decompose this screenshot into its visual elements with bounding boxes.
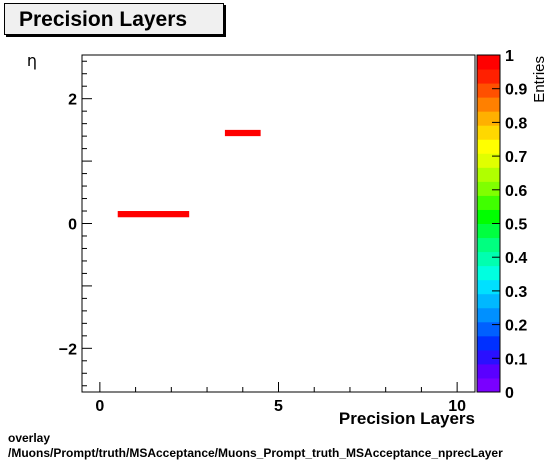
- colorbar-bin: [477, 265, 500, 281]
- plot-frame: [81, 54, 476, 393]
- y-axis-label: η: [27, 51, 37, 70]
- colorbar-bin: [477, 251, 500, 267]
- colorbar-bin: [477, 279, 500, 295]
- colorbar-label: Entries: [531, 56, 546, 103]
- colorbar-bin: [477, 167, 500, 182]
- colorbar-tick-label: 0.4: [505, 250, 527, 267]
- colorbar-bin: [477, 321, 500, 337]
- colorbar-bin: [477, 111, 500, 126]
- colorbar-bin: [477, 139, 500, 154]
- colorbar-tick-label: 1: [505, 48, 514, 65]
- colorbar-tick-label: 0.1: [505, 351, 527, 368]
- colorbar-bin: [477, 349, 500, 365]
- footer-histogram-path: /Muons/Prompt/truth/MSAcceptance/Muons_P…: [8, 446, 503, 460]
- chart-title-box: Precision Layers: [4, 3, 224, 35]
- y-tick-label: 2: [68, 92, 77, 109]
- colorbar-tick-label: 0.2: [505, 318, 527, 335]
- colorbar-tick-label: 0.7: [505, 149, 527, 166]
- x-tick-label: 5: [274, 398, 283, 415]
- colorbar-bin: [477, 335, 500, 351]
- colorbar-bin: [477, 377, 500, 393]
- colorbar-bin: [477, 363, 500, 379]
- colorbar-bin: [477, 153, 500, 168]
- colorbar-bin: [477, 237, 500, 253]
- colorbar-bin: [477, 83, 500, 98]
- colorbar-bin: [477, 223, 500, 239]
- y-tick-label: −2: [59, 341, 77, 358]
- x-tick-label: 10: [448, 398, 466, 415]
- colorbar-tick-label: 0.6: [505, 183, 527, 200]
- colorbar-bin: [477, 307, 500, 323]
- colorbar-bin: [477, 209, 500, 224]
- y-tick-label: 0: [68, 217, 77, 234]
- colorbar-bin: [477, 293, 500, 309]
- x-axis-label: Precision Layers: [339, 409, 475, 428]
- colorbar-bin: [477, 69, 500, 84]
- x-tick-label: 0: [95, 398, 104, 415]
- heatmap-cell-0: [117, 211, 190, 218]
- heatmap-cell-1: [224, 129, 261, 137]
- colorbar-bin: [477, 55, 500, 70]
- chart-title: Precision Layers: [19, 8, 188, 31]
- colorbar-tick-label: 0.8: [505, 115, 527, 132]
- colorbar-tick-label: 0.5: [505, 217, 527, 234]
- footer-overlay-label: overlay: [8, 431, 51, 445]
- colorbar-tick-label: 0.3: [505, 284, 527, 301]
- colorbar-bin: [477, 195, 500, 210]
- colorbar-bin: [477, 125, 500, 140]
- colorbar-bin: [477, 181, 500, 196]
- colorbar-tick-label: 0: [505, 385, 514, 402]
- colorbar-bin: [477, 97, 500, 112]
- colorbar-tick-label: 0.9: [505, 82, 527, 99]
